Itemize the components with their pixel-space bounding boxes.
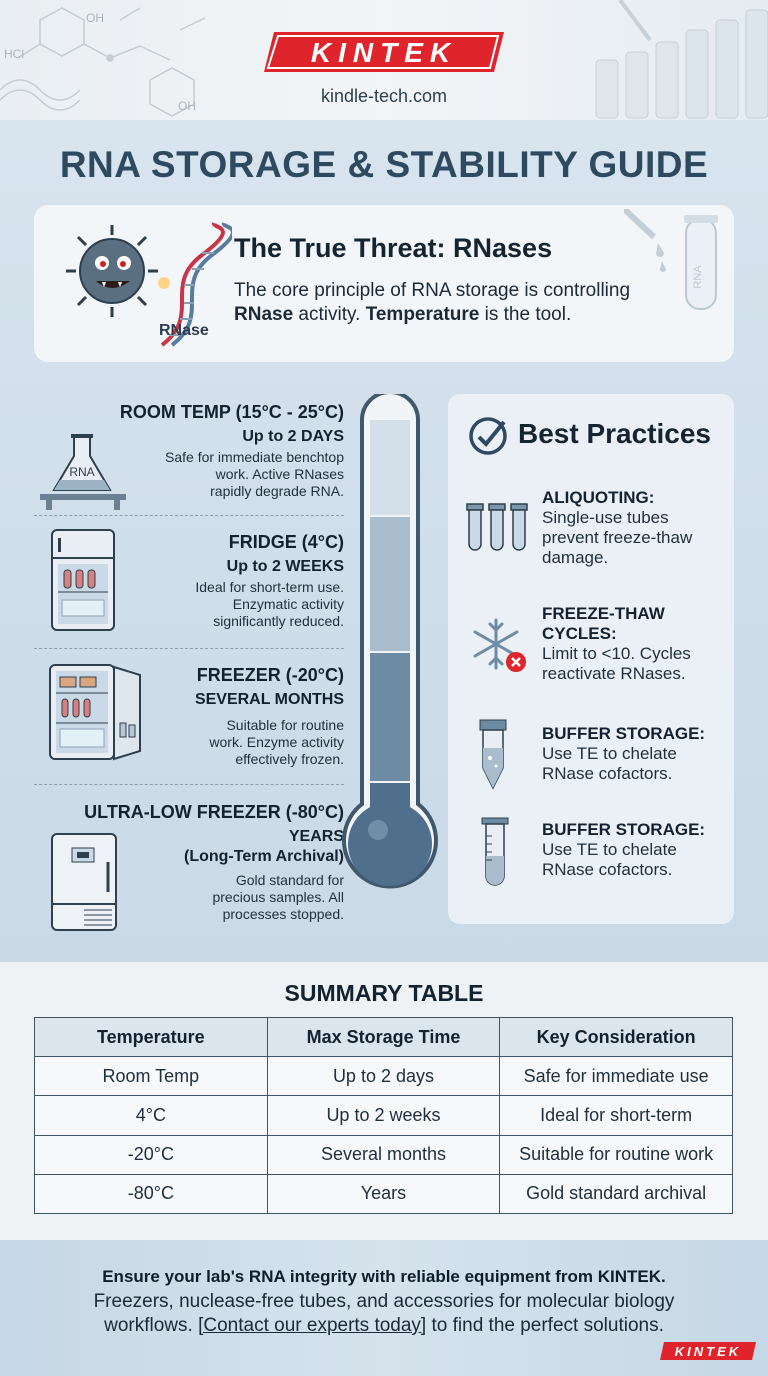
tier-duration: YEARS <box>288 828 344 845</box>
summary-title: SUMMARY TABLE <box>284 980 484 1006</box>
divider <box>34 515 344 516</box>
table-row: -80°C Years Gold standard archival <box>34 1173 733 1215</box>
table-cell: Years <box>266 1173 501 1215</box>
table-cell: Several months <box>266 1134 501 1175</box>
practice-buffer-storage: BUFFER STORAGE: Use TE to chelate RNase … <box>542 820 706 879</box>
footer-text: Freezers, nuclease-free tubes, and acces… <box>93 1291 675 1336</box>
ultra-low-freezer-icon <box>51 833 117 931</box>
tier-freezer: FREEZER (-20°C) SEVERAL MONTHS Suitable … <box>34 664 344 780</box>
table-row: 4°C Up to 2 weeks Ideal for short-term <box>34 1095 733 1136</box>
page-title: RNA STORAGE & STABILITY GUIDE <box>59 144 709 185</box>
temperature-tiers: RNA ROOM TEMP (15°C - 25°C) Up to 2 DAYS… <box>34 390 344 940</box>
tier-description: Gold standard for precious samples. All pr… <box>212 872 344 922</box>
tier-duration-note: (Long-Term Archival) <box>183 848 344 865</box>
tubes-icon <box>466 503 528 551</box>
divider <box>34 648 344 649</box>
tier-description: Ideal for short-term use. Enzymatic activ… <box>195 579 344 629</box>
table-cell: Ideal for short-term <box>499 1095 733 1136</box>
tier-description: Safe for immediate benchtop work. Active … <box>165 449 344 499</box>
table-cell: Gold standard archival <box>499 1173 733 1215</box>
threat-text: The core principle of RNA storage is con… <box>234 280 631 325</box>
tier-title: FRIDGE (4°C) <box>228 532 344 552</box>
tier-title: ULTRA-LOW FREEZER (-80°C) <box>84 802 344 822</box>
table-cell: 4°C <box>34 1095 268 1136</box>
tier-room-temp: RNA ROOM TEMP (15°C - 25°C) Up to 2 DAYS… <box>34 402 344 517</box>
rnase-virus-icon <box>66 222 232 347</box>
table-header-row: Temperature Max Storage Time Key Conside… <box>34 1016 733 1058</box>
checkmark-circle-icon <box>469 417 507 455</box>
kintek-logo[interactable]: KINTEK <box>264 30 504 74</box>
threat-card: RNase The True Threat: RNases The core p… <box>34 205 734 362</box>
flask-icon: RNA <box>40 434 126 510</box>
svg-text:OH: OH <box>178 99 196 113</box>
best-practices-heading: Best Practices <box>518 418 712 449</box>
snowflake-icon <box>473 618 526 672</box>
table-cell: Room Temp <box>34 1056 268 1097</box>
graduated-tube-icon <box>481 817 509 886</box>
freezer-icon <box>49 664 141 761</box>
tier-description: Suitable for routine work. Enzyme activit… <box>209 717 344 767</box>
practice-freeze-thaw: FREEZE-THAW CYCLES: Limit to <10. Cycles… <box>542 604 691 683</box>
tier-title: ROOM TEMP (15°C - 25°C) <box>119 402 344 422</box>
footer <box>0 1240 768 1376</box>
table-cell: Safe for immediate use <box>499 1056 733 1097</box>
molecule-decoration-icon: OH HCl OH <box>0 0 768 119</box>
svg-text:HCl: HCl <box>4 47 24 61</box>
column-header: Temperature <box>34 1016 268 1058</box>
svg-text:OH: OH <box>86 11 104 25</box>
practice-buffer-storage: BUFFER STORAGE: Use TE to chelate RNase … <box>542 724 706 783</box>
table-cell: Up to 2 days <box>266 1056 501 1097</box>
divider <box>34 784 344 785</box>
tier-ultra-low-freezer: ULTRA-LOW FREEZER (-80°C) YEARS (Long-Te… <box>34 802 344 942</box>
table-row: -20°C Several months Suitable for routin… <box>34 1134 733 1175</box>
fridge-icon <box>51 529 115 631</box>
column-header: Max Storage Time <box>266 1016 501 1058</box>
table-cell: Suitable for routine work <box>499 1134 733 1175</box>
threat-heading: The True Threat: RNases <box>234 233 553 263</box>
rnase-label: RNase <box>159 322 209 339</box>
pipette-tube-icon: RNA <box>624 209 718 310</box>
logo-text: KINTEK <box>311 37 457 68</box>
buffer-tube-icon <box>479 719 507 790</box>
table-cell: -20°C <box>34 1134 268 1175</box>
thermometer-icon <box>342 394 438 889</box>
tier-duration: SEVERAL MONTHS <box>194 691 344 708</box>
summary-table: Temperature Max Storage Time Key Conside… <box>34 1016 733 1215</box>
footer-kintek-logo[interactable]: KINTEK <box>660 1341 756 1361</box>
best-practices-card: Best Practices ALIQUOTING: Single-use tu… <box>448 394 734 924</box>
tier-title: FREEZER (-20°C) <box>196 665 344 685</box>
svg-text:KINTEK: KINTEK <box>675 1344 741 1359</box>
column-header: Key Consideration <box>499 1016 733 1058</box>
contact-experts-link[interactable]: [Contact our experts today] <box>198 1315 427 1336</box>
table-cell: -80°C <box>34 1173 268 1215</box>
footer-headline: Ensure your lab's RNA integrity with rel… <box>102 1267 666 1286</box>
svg-text:RNA: RNA <box>69 465 94 479</box>
svg-text:RNA: RNA <box>692 265 704 289</box>
table-cell: Up to 2 weeks <box>266 1095 501 1136</box>
tier-fridge: FRIDGE (4°C) Up to 2 WEEKS Ideal for sho… <box>34 529 344 647</box>
website-url[interactable]: kindle-tech.com <box>320 86 448 106</box>
tier-duration: Up to 2 DAYS <box>242 428 344 445</box>
tier-duration: Up to 2 WEEKS <box>226 558 344 575</box>
table-row: Room Temp Up to 2 days Safe for immediat… <box>34 1056 733 1097</box>
practice-aliquoting: ALIQUOTING: Single-use tubes prevent fre… <box>542 488 693 567</box>
